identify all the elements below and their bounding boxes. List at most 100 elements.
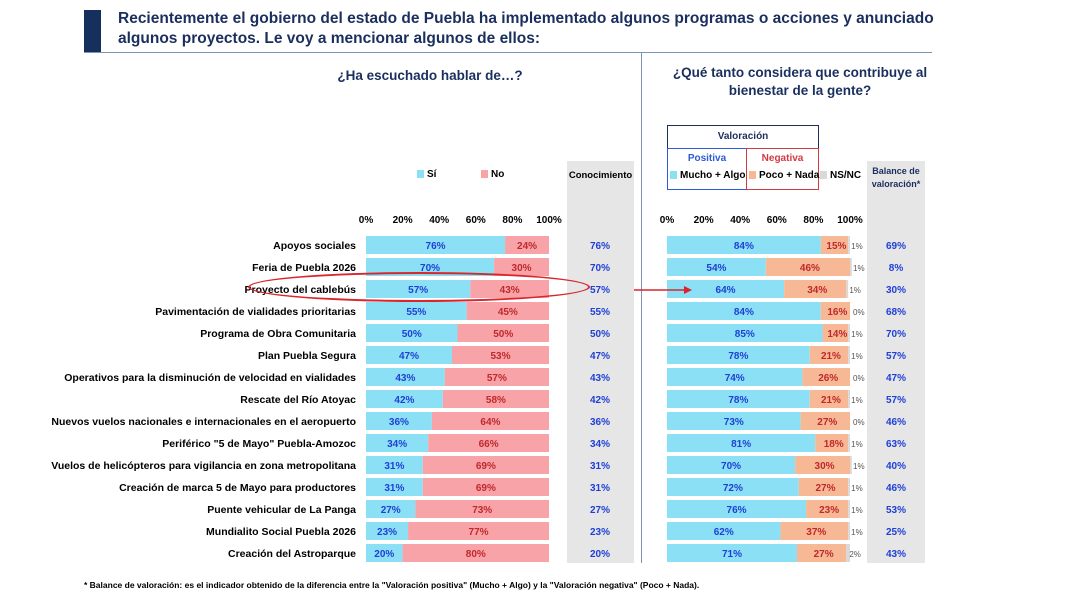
nsnc-bar (846, 280, 849, 298)
si-value-label: 36% (389, 417, 409, 428)
conocimiento-value: 50% (590, 329, 610, 340)
no-bar (402, 544, 549, 562)
balance-value: 25% (886, 527, 906, 538)
category-label: Apoyos sociales (273, 240, 356, 252)
category-label: Creación de marca 5 de Mayo para product… (119, 482, 356, 494)
balance-value: 68% (886, 307, 906, 318)
no-bar (431, 412, 549, 430)
category-label: Operativos para la disminución de veloci… (64, 372, 356, 384)
category-label: Vuelos de helicópteros para vigilancia e… (51, 460, 356, 472)
positive-bar (667, 302, 821, 320)
awareness-axis-tick: 20% (393, 215, 413, 226)
si-value-label: 20% (374, 549, 394, 560)
balance-header: Balance de valoración* (871, 166, 921, 189)
no-bar (452, 346, 549, 364)
balance-value: 57% (886, 351, 906, 362)
negative-value-label: 16% (827, 307, 847, 318)
no-bar (428, 434, 549, 452)
si-value-label: 70% (420, 263, 440, 274)
no-bar (422, 478, 549, 496)
negative-bar (800, 412, 850, 430)
balance-column-bg (867, 161, 925, 563)
legend-nsnc-swatch (820, 171, 827, 180)
nsnc-value-label: 1% (851, 440, 863, 449)
negative-bar (815, 434, 849, 452)
legend-nsnc-label: NS/NC (830, 170, 862, 181)
awareness-axis-tick: 60% (466, 215, 486, 226)
valuation-axis-tick: 100% (837, 215, 863, 226)
highlight-arrow-head (684, 286, 692, 294)
si-value-label: 47% (399, 351, 419, 362)
legend-poco-nada: Poco + Nada (749, 170, 819, 181)
conocimiento-value: 34% (590, 439, 610, 450)
no-value-label: 57% (487, 373, 507, 384)
conocimiento-value: 47% (590, 351, 610, 362)
positive-value-label: 54% (706, 263, 726, 274)
category-label: Nuevos vuelos nacionales e internacional… (51, 416, 356, 428)
positive-bar (667, 434, 816, 452)
negative-bar (795, 456, 850, 474)
legend-no: No (481, 169, 504, 180)
category-label: Programa de Obra Comunitaria (200, 328, 356, 340)
conocimiento-value: 31% (590, 483, 610, 494)
balance-value: 57% (886, 395, 906, 406)
negative-value-label: 46% (800, 263, 820, 274)
negative-bar (802, 368, 850, 386)
positive-bar (667, 324, 823, 342)
conocimiento-column-bg (567, 161, 634, 563)
balance-value: 46% (886, 417, 906, 428)
conocimiento-value: 70% (590, 263, 610, 274)
legend-no-label: No (491, 169, 505, 180)
negative-value-label: 15% (826, 241, 846, 252)
positive-bar (667, 236, 821, 254)
negative-value-label: 26% (818, 373, 838, 384)
legend-nsnc: NS/NC (820, 170, 861, 181)
positive-bar (667, 522, 781, 540)
no-bar (408, 522, 549, 540)
positive-bar (667, 544, 797, 562)
negative-value-label: 27% (817, 417, 837, 428)
no-bar (466, 302, 549, 320)
balance-value: 69% (886, 241, 906, 252)
title-divider (84, 52, 932, 53)
positive-value-label: 78% (728, 395, 748, 406)
title-accent-bar (84, 10, 101, 52)
valuation-question: ¿Qué tanto considera que contribuye al b… (672, 65, 928, 98)
conocimiento-value: 23% (590, 527, 610, 538)
positive-bar (667, 258, 766, 276)
nsnc-bar (848, 346, 850, 364)
negative-bar (809, 390, 849, 408)
negative-value-label: 37% (806, 527, 826, 538)
positive-value-label: 62% (714, 527, 734, 538)
no-value-label: 30% (512, 263, 532, 274)
legend-no-swatch (481, 170, 488, 179)
nsnc-value-label: 1% (851, 396, 863, 405)
category-label: Rescate del Río Atoyac (240, 394, 356, 406)
nsnc-value-label: 1% (851, 352, 863, 361)
negative-bar (820, 236, 849, 254)
si-bar (366, 456, 423, 474)
valuation-axis-tick: 60% (767, 215, 787, 226)
balance-value: 30% (886, 285, 906, 296)
legend-si-swatch (417, 170, 424, 179)
category-label: Creación del Astroparque (228, 548, 356, 560)
conocimiento-value: 76% (590, 241, 610, 252)
positive-bar (667, 280, 785, 298)
si-value-label: 34% (387, 439, 407, 450)
legend-poco-swatch (749, 171, 756, 180)
positive-value-label: 84% (734, 241, 754, 252)
balance-value: 47% (886, 373, 906, 384)
si-value-label: 42% (394, 395, 414, 406)
si-bar (366, 368, 445, 386)
no-value-label: 66% (479, 439, 499, 450)
negative-value-label: 18% (824, 439, 844, 450)
no-value-label: 69% (476, 483, 496, 494)
negative-value-label: 21% (821, 351, 841, 362)
balance-value: 53% (886, 505, 906, 516)
positive-bar (667, 478, 799, 496)
positive-value-label: 81% (731, 439, 751, 450)
balance-value: 43% (886, 549, 906, 560)
no-value-label: 77% (469, 527, 489, 538)
no-value-label: 73% (472, 505, 492, 516)
